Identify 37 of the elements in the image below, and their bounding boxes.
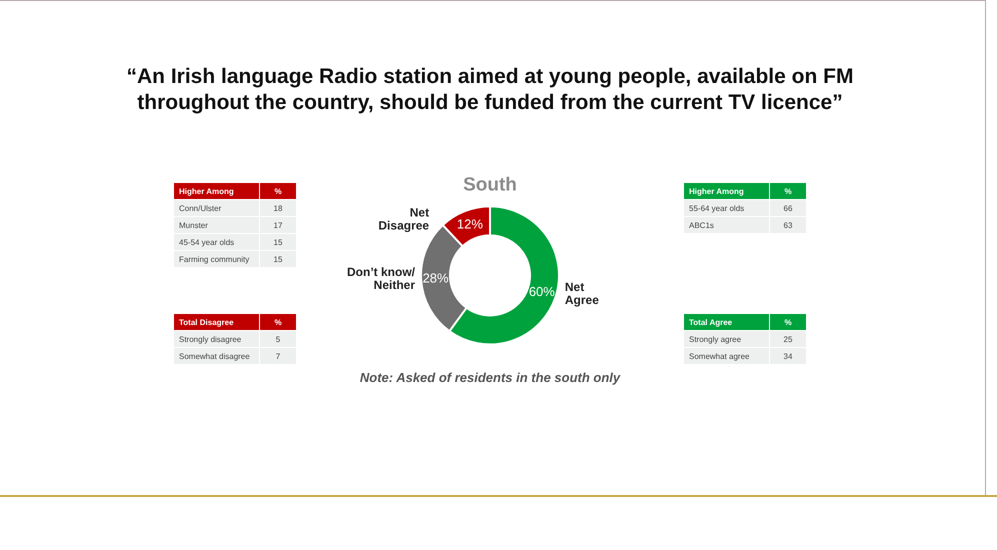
slice-label: Net Disagree <box>378 205 430 232</box>
text: % <box>770 183 806 199</box>
text: % <box>770 314 806 330</box>
text: 34 <box>770 348 806 364</box>
text: Total Agree <box>684 314 769 330</box>
text: % <box>260 183 296 199</box>
text: Somewhat disagree <box>174 348 259 364</box>
text: 18 <box>260 200 296 216</box>
text: Strongly agree <box>684 331 769 347</box>
text: Munster <box>174 217 259 233</box>
data-label: 12% <box>456 216 484 232</box>
text: 7 <box>260 348 296 364</box>
text: 15 <box>260 251 296 267</box>
text: 55-64 year olds <box>684 200 769 216</box>
text: 25 <box>770 331 806 347</box>
data-label: 60% <box>528 284 556 299</box>
text: 45-54 year olds <box>174 234 259 250</box>
text: % <box>260 314 296 330</box>
text: ABC1s <box>684 217 769 233</box>
text: 66 <box>770 200 806 216</box>
text: Conn/Ulster <box>174 200 259 216</box>
text: Higher Among <box>684 183 769 199</box>
text: Farming community <box>174 251 259 267</box>
text: Note: Asked of residents in the south only <box>358 370 622 385</box>
text: Somewhat agree <box>684 348 769 364</box>
slice-label: Don’t know/ Neither <box>347 264 416 292</box>
text: Strongly disagree <box>174 331 259 347</box>
chart-title: “An Irish language Radio station aimed at young people, available on FM throughout the country, should be funded from the current TV licence” <box>126 64 854 116</box>
data-label: 28% <box>422 270 450 286</box>
text: 5 <box>260 331 296 347</box>
text: 63 <box>770 217 806 233</box>
text: 17 <box>260 217 296 233</box>
chart-subtitle: South <box>463 174 517 196</box>
slice-label: Net Agree <box>564 280 600 307</box>
text: Total Disagree <box>174 314 259 330</box>
text: Higher Among <box>174 183 259 199</box>
text: 15 <box>260 234 296 250</box>
